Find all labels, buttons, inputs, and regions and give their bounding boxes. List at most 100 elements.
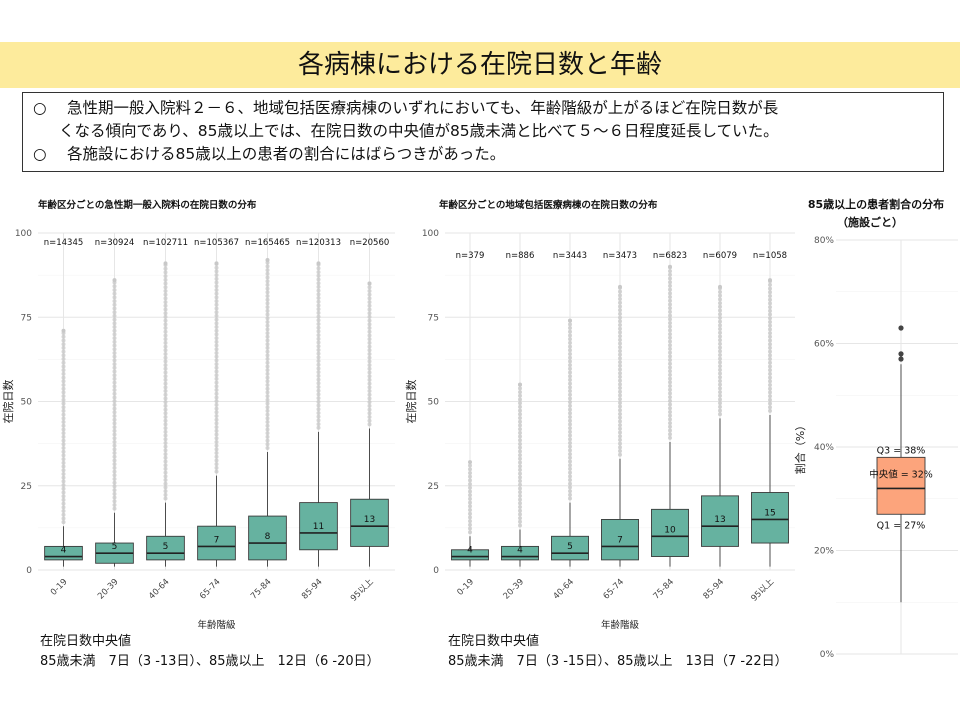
outlier-point xyxy=(61,453,66,458)
outlier-point xyxy=(668,383,672,388)
outlier-point xyxy=(468,511,472,516)
outlier-point xyxy=(618,356,622,361)
outlier-point xyxy=(468,489,472,494)
community-care-boxplot: 年齢区分ごとの地域包括医療病棟の在院日数の分布0255075100在院日数4n=… xyxy=(405,199,795,630)
outlier-point xyxy=(61,512,66,517)
outlier-point xyxy=(316,325,321,330)
outlier-point xyxy=(618,345,622,350)
outlier-point xyxy=(618,300,622,305)
outlier-point xyxy=(163,348,168,353)
outlier-point xyxy=(112,302,117,307)
median-label: 5 xyxy=(567,542,573,552)
outlier-point xyxy=(214,343,219,348)
title-bar: 各病棟における在院日数と年齢 xyxy=(0,42,960,88)
outlier-point xyxy=(568,444,572,449)
outlier-point xyxy=(214,347,219,352)
outlier-point xyxy=(518,508,522,513)
outlier-point xyxy=(618,363,622,368)
outlier-point xyxy=(768,379,772,384)
median-label: 中央値 = 32% xyxy=(869,468,933,480)
outlier-point xyxy=(518,393,522,398)
outlier-point xyxy=(112,447,117,452)
outlier-point xyxy=(618,360,622,365)
outlier-point xyxy=(518,390,522,395)
outlier-point xyxy=(768,386,772,391)
outlier-point xyxy=(214,395,219,400)
outlier-point xyxy=(61,390,66,395)
outlier-point xyxy=(618,371,622,376)
summary-text-1: 急性期一般入院料２－６、地域包括医療病棟のいずれにおいても、年齢階級が上がるほど… xyxy=(67,99,779,117)
median-label: 10 xyxy=(664,525,676,535)
x-axis-title: 年齢階級 xyxy=(197,619,236,630)
outlier-point xyxy=(214,273,219,278)
outlier-point xyxy=(112,332,117,337)
outlier-point xyxy=(568,344,572,349)
outlier-point xyxy=(61,457,66,462)
outlier-point xyxy=(668,306,672,311)
outlier-point xyxy=(214,321,219,326)
y-tick-label: 100 xyxy=(15,229,32,239)
outlier-point xyxy=(163,415,168,420)
outlier-point xyxy=(568,440,572,445)
outlier-point xyxy=(163,333,168,338)
outlier-point xyxy=(265,312,270,317)
outlier-point xyxy=(163,266,168,271)
outlier-point xyxy=(265,282,270,287)
outlier-point xyxy=(61,349,66,354)
outlier-point xyxy=(668,391,672,396)
outlier-point xyxy=(618,293,622,298)
outlier-point xyxy=(618,408,622,413)
outlier-point xyxy=(468,519,472,524)
x-tick-label: 85-94 xyxy=(300,577,325,602)
outlier-point xyxy=(163,351,168,356)
median-label: 13 xyxy=(364,515,375,525)
outlier-point xyxy=(316,336,321,341)
outlier-point xyxy=(163,381,168,386)
outlier-point xyxy=(316,410,321,415)
outlier-point xyxy=(112,365,117,370)
outlier-point xyxy=(112,376,117,381)
outlier-point xyxy=(316,273,321,278)
outlier-point xyxy=(518,482,522,487)
footnote-1-title: 在院日数中央値 xyxy=(40,634,132,649)
summary-line-1: ○ 急性期一般入院料２－６、地域包括医療病棟のいずれにおいても、年齢階級が上がるほ… xyxy=(33,97,933,120)
outlier-point xyxy=(112,299,117,304)
outlier-point xyxy=(568,489,572,494)
outlier-point xyxy=(718,293,722,298)
outlier-point xyxy=(568,411,572,416)
outlier-point xyxy=(518,453,522,458)
outlier-point xyxy=(61,475,66,480)
outlier-point xyxy=(367,385,372,390)
outlier-point xyxy=(718,375,722,380)
x-axis-title: 年齢階級 xyxy=(601,619,640,630)
outlier-point xyxy=(214,443,219,448)
outlier-max-point xyxy=(518,382,522,387)
outlier-point xyxy=(468,508,472,513)
median-label: 4 xyxy=(61,546,67,556)
outlier-point xyxy=(214,358,219,363)
outlier-point xyxy=(61,394,66,399)
outlier-point xyxy=(518,416,522,421)
summary-box: ○ 急性期一般入院料２－６、地域包括医療病棟のいずれにおいても、年齢階級が上がるほ… xyxy=(22,92,944,172)
outlier-max-point xyxy=(316,261,321,266)
outlier-point xyxy=(163,270,168,275)
outlier-point xyxy=(214,302,219,307)
outlier-point xyxy=(668,339,672,344)
outlier-point xyxy=(112,491,117,496)
outlier-point xyxy=(163,426,168,431)
outlier-point xyxy=(468,496,472,501)
outlier-point xyxy=(214,421,219,426)
outlier-point xyxy=(163,311,168,316)
outlier-point xyxy=(61,368,66,373)
outlier-point xyxy=(618,437,622,442)
outlier-point xyxy=(112,350,117,355)
outlier-point xyxy=(518,460,522,465)
outlier-point xyxy=(568,329,572,334)
outlier-point xyxy=(112,339,117,344)
outlier-point xyxy=(61,423,66,428)
outlier-point xyxy=(112,328,117,333)
y-tick-label: 0% xyxy=(820,650,835,660)
outlier-point xyxy=(61,442,66,447)
outlier-point xyxy=(718,386,722,391)
outlier-point xyxy=(618,386,622,391)
